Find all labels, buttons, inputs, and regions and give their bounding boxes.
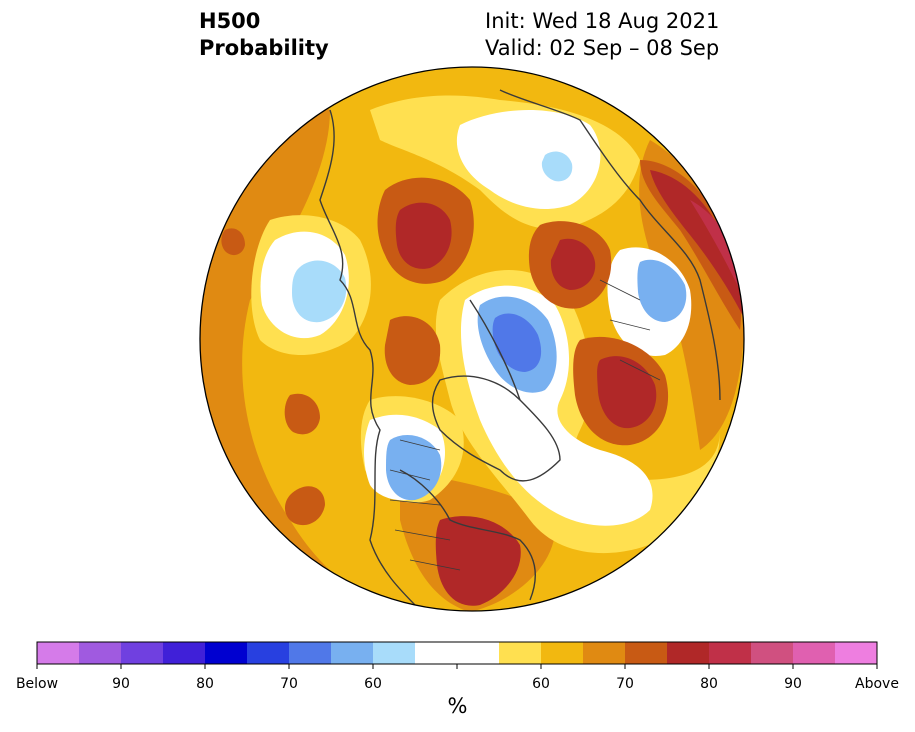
colorbar-block: [163, 642, 206, 664]
above-75-pacific-spot: [284, 393, 320, 435]
colorbar-block: [121, 642, 164, 664]
above-80-arctic: [550, 238, 596, 290]
colorbar-block: [793, 642, 836, 664]
neutral-arctic: [456, 110, 601, 210]
probability-field: [200, 67, 744, 611]
north-america-east-coast: [399, 469, 536, 601]
coastlines: [319, 89, 721, 611]
map-boundary: [199, 66, 745, 612]
colorbar-tick-label: 70: [280, 676, 298, 692]
above-80-us-southeast: [435, 516, 521, 606]
colorbar-tick-label: Below: [16, 676, 58, 692]
asia-america-coast: [319, 109, 421, 611]
state-borders: [389, 439, 461, 571]
colorbar-block: [541, 642, 584, 664]
colorbar-tick-label: 90: [112, 676, 130, 692]
above-80-europe-east: [650, 170, 744, 320]
colorbar-block: [289, 642, 332, 664]
colorbar-tick-label: 70: [616, 676, 634, 692]
below-60-arctic: [541, 151, 573, 182]
colorbar-ticks: Below 90 80 70 60 60 70 80 90 Above: [16, 664, 899, 692]
colorbar-block: [37, 642, 80, 664]
valid-range: Valid: 02 Sep – 08 Sep: [485, 36, 720, 60]
colorbar-block: [835, 642, 878, 664]
above-80-north-atlantic: [597, 356, 657, 429]
above-75-alaska: [384, 316, 441, 385]
colorbar-tick-label: 90: [784, 676, 802, 692]
date-info: Init: Wed 18 Aug 2021 Valid: 02 Sep – 08…: [485, 8, 719, 62]
colorbar-block: [373, 642, 416, 664]
greenland-coast: [431, 375, 561, 482]
below-60-canada-west: [386, 435, 442, 501]
eurasia-coast: [499, 89, 721, 401]
below-60-scandinavia: [637, 259, 687, 322]
colorbar-block: [625, 642, 668, 664]
above-80-siberia: [395, 202, 452, 269]
colorbar-block: [247, 642, 290, 664]
europe-borders: [599, 279, 661, 381]
colorbar-block: [79, 642, 122, 664]
colorbar-block: [205, 642, 248, 664]
colorbar-block: [499, 642, 542, 664]
colorbar-block: [751, 642, 794, 664]
colorbar-tick-label: Above: [855, 676, 899, 692]
above-75-europe: [640, 160, 742, 330]
colorbar-unit: %: [447, 694, 468, 718]
colorbar-tick-label: 60: [364, 676, 382, 692]
colorbar-tick-label: 60: [532, 676, 550, 692]
colorbar-block: [457, 642, 500, 664]
below-60-pacific: [292, 260, 347, 323]
colorbar-block: [709, 642, 752, 664]
polar-map: [199, 66, 745, 612]
above-75-bering: [221, 228, 245, 256]
init-date: Init: Wed 18 Aug 2021: [485, 9, 720, 33]
arctic-islands: [469, 299, 521, 401]
above-70-pacific-rim: [200, 103, 400, 610]
above-75-pacific-south: [284, 486, 325, 526]
probability-label: Probability: [199, 36, 329, 60]
colorbar-block: [331, 642, 374, 664]
colorbar-block: [415, 642, 458, 664]
product-label: H500: [199, 9, 261, 33]
below-70-greenland: [492, 313, 542, 372]
colorbar-tick-label: 80: [196, 676, 214, 692]
map-title: H500 Probability: [199, 8, 329, 62]
colorbar-tick-label: 80: [700, 676, 718, 692]
colorbar-block: [583, 642, 626, 664]
colorbar-blocks: [37, 642, 878, 664]
colorbar-block: [667, 642, 710, 664]
colorbar: Below 90 80 70 60 60 70 80 90 Above: [16, 641, 899, 692]
